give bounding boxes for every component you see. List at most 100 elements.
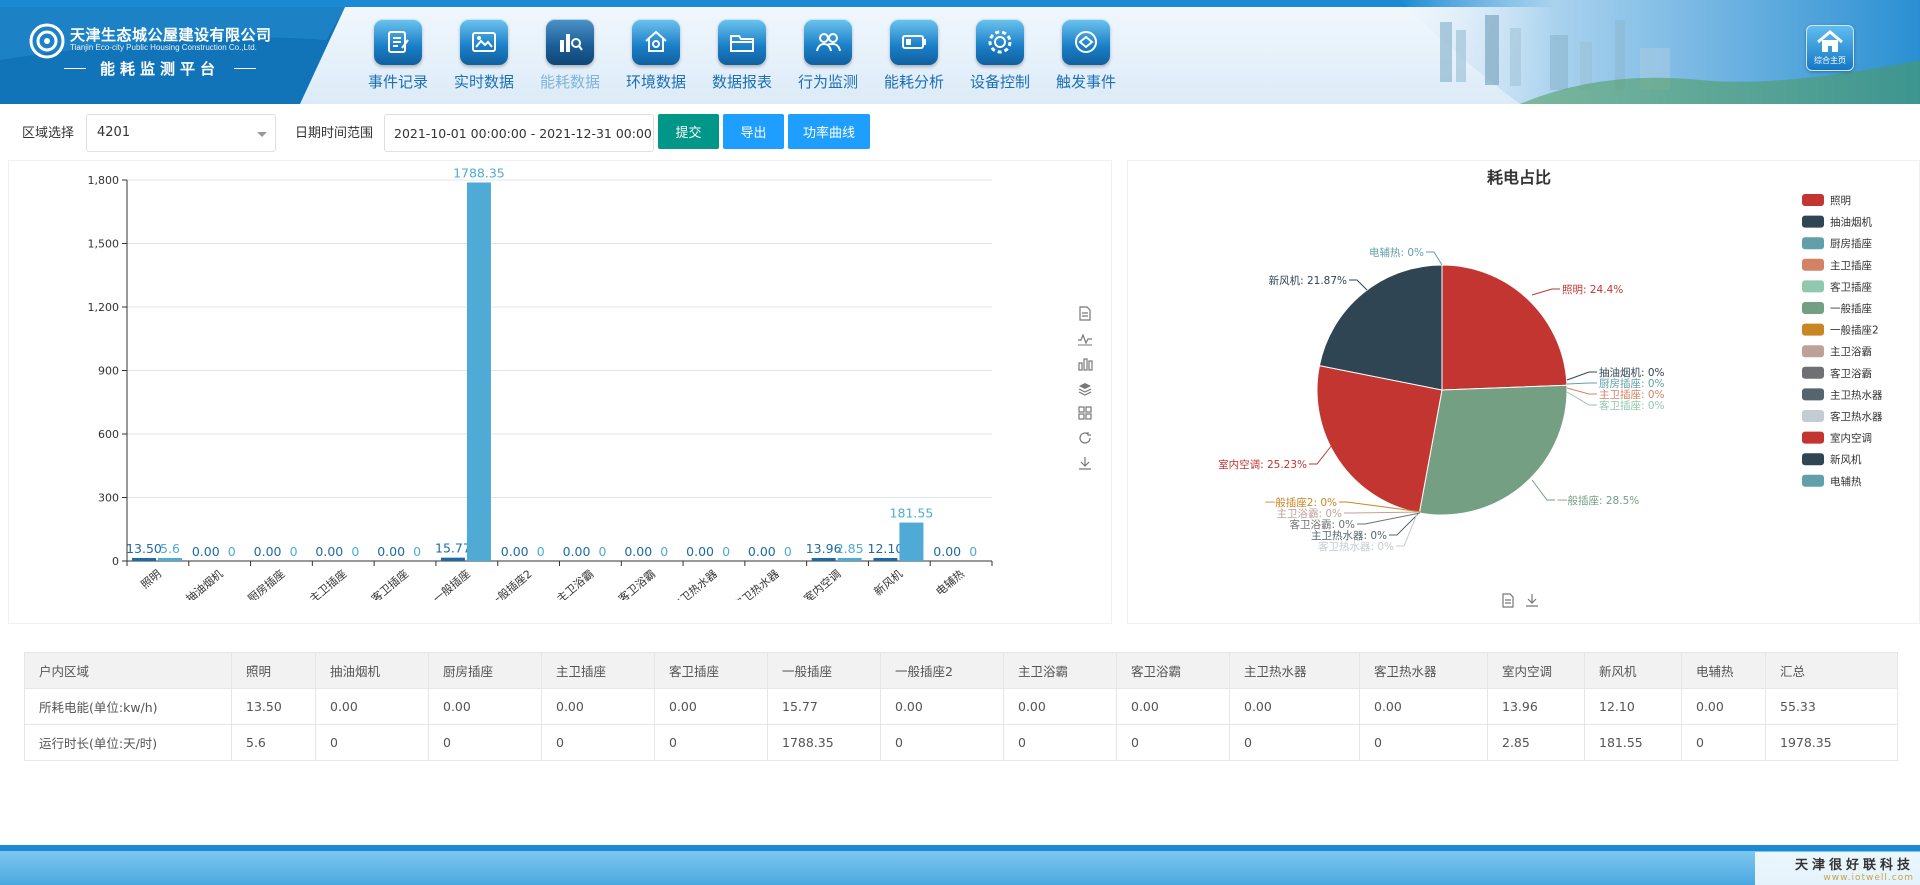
legend-swatch[interactable] <box>1802 302 1824 314</box>
nav-behavior-monitoring[interactable]: 行为监测 <box>785 19 871 95</box>
y-tick-label: 0 <box>112 555 119 568</box>
bar-value-label: 0.00 <box>563 544 591 559</box>
legend-label[interactable]: 厨房插座 <box>1830 237 1872 250</box>
legend-swatch[interactable] <box>1802 410 1824 422</box>
filter-bar: 区域选择 4201 日期时间范围 2021-10-01 00:00:00 - 2… <box>0 104 1920 160</box>
tiled-icon[interactable] <box>1077 406 1093 421</box>
legend-swatch[interactable] <box>1802 388 1824 401</box>
legend-label[interactable]: 客卫插座 <box>1830 280 1872 293</box>
legend-label[interactable]: 主卫热水器 <box>1830 388 1883 401</box>
table-cell: 0.00 <box>541 688 655 725</box>
legend-label[interactable]: 客卫浴霸 <box>1830 367 1872 380</box>
nav-environment-data[interactable]: 环境数据 <box>613 19 699 95</box>
pie-slice-label: 客卫浴霸: 0% <box>1289 518 1355 531</box>
table-cell: 0.00 <box>1003 688 1117 725</box>
line-chart-icon[interactable] <box>1077 331 1093 346</box>
legend-swatch[interactable] <box>1802 366 1824 379</box>
legend-label[interactable]: 主卫插座 <box>1830 259 1872 272</box>
nav-label: 行为监测 <box>797 73 858 91</box>
legend-swatch[interactable] <box>1802 194 1824 206</box>
legend-label[interactable]: 一般插座 <box>1830 302 1872 315</box>
legend-label[interactable]: 照明 <box>1830 195 1851 207</box>
nav-data-reports[interactable]: 数据报表 <box>699 19 785 95</box>
x-tick-label: 客卫插座 <box>368 567 411 600</box>
submit-button[interactable]: 提交 <box>658 114 719 149</box>
nav-label: 环境数据 <box>625 73 686 91</box>
platform-name: 能耗监测平台 <box>64 58 256 79</box>
bar-value-label: 5.6 <box>160 541 180 556</box>
legend-label[interactable]: 室内空调 <box>1830 432 1872 445</box>
legend-label[interactable]: 新风机 <box>1830 453 1862 466</box>
legend-swatch[interactable] <box>1802 237 1824 250</box>
x-tick-label: 主卫插座 <box>306 567 349 600</box>
legend-label[interactable]: 电辅热 <box>1830 475 1862 488</box>
bar[interactable] <box>440 557 465 561</box>
legend-swatch[interactable] <box>1802 345 1824 358</box>
bar[interactable] <box>837 558 862 561</box>
legend-label[interactable]: 主卫浴霸 <box>1830 346 1872 358</box>
nav-realtime-data[interactable]: 实时数据 <box>441 19 527 95</box>
y-tick-label: 600 <box>98 428 119 441</box>
pie-slice[interactable] <box>1318 264 1443 391</box>
bar-value-label: 0 <box>722 544 730 559</box>
bar-value-label: 0.00 <box>377 544 405 559</box>
pie-slice[interactable] <box>1418 384 1568 516</box>
region-select[interactable]: 4201 <box>86 114 276 152</box>
legend-swatch[interactable] <box>1802 258 1824 271</box>
bar[interactable] <box>811 558 836 561</box>
power-curve-button[interactable]: 功率曲线 <box>788 114 870 149</box>
bar[interactable] <box>873 558 898 561</box>
bar[interactable] <box>158 558 182 561</box>
bar[interactable] <box>899 522 924 561</box>
legend-swatch[interactable] <box>1802 474 1824 487</box>
house-icon <box>632 19 680 65</box>
bar-value-label: 0 <box>537 544 545 559</box>
trigger-icon <box>1062 19 1110 65</box>
pie-slice[interactable] <box>1316 364 1443 514</box>
pie-label-line <box>1566 371 1597 381</box>
date-range-input[interactable]: 2021-10-01 00:00:00 - 2021-12-31 00:00:0… <box>384 114 654 152</box>
region-label: 区域选择 <box>22 126 75 141</box>
home-label: 综合主页 <box>1814 56 1846 65</box>
table-cell: 5.6 <box>231 724 316 761</box>
pie-slice-label: 客卫热水器: 0% <box>1318 540 1394 553</box>
download-icon[interactable] <box>1077 456 1093 471</box>
pie-slice[interactable] <box>1441 264 1568 391</box>
export-button[interactable]: 导出 <box>723 114 784 149</box>
nav-trigger-events[interactable]: 触发事件 <box>1043 19 1129 95</box>
nav-energy-analysis[interactable]: 能耗分析 <box>871 19 957 95</box>
legend-label[interactable]: 客卫热水器 <box>1830 410 1883 423</box>
table-cell: 0.00 <box>428 688 542 725</box>
nav-label: 设备控制 <box>969 73 1030 91</box>
nav-event-records[interactable]: 事件记录 <box>355 19 441 95</box>
legend-swatch[interactable] <box>1802 215 1824 228</box>
legend-swatch[interactable] <box>1802 280 1824 293</box>
nav-label: 数据报表 <box>711 73 772 91</box>
legend-swatch[interactable] <box>1802 323 1824 336</box>
home-button[interactable]: 综合主页 <box>1806 25 1854 71</box>
table-cell: 0.00 <box>1681 688 1766 725</box>
table-header-cell: 客卫插座 <box>654 652 768 689</box>
legend-swatch[interactable] <box>1802 431 1824 444</box>
region-select-value: 4201 <box>97 125 131 140</box>
nav-energy-data[interactable]: 能耗数据 <box>527 19 613 95</box>
nav-device-control[interactable]: 设备控制 <box>957 19 1043 95</box>
x-tick-label: 室内空调 <box>801 567 844 600</box>
stack-icon[interactable] <box>1077 381 1093 396</box>
pie-slice-label: 厨房插座: 0% <box>1599 377 1665 390</box>
restore-icon[interactable] <box>1077 431 1093 446</box>
legend-swatch[interactable] <box>1802 453 1824 466</box>
download-icon[interactable] <box>1524 593 1540 612</box>
legend-label[interactable]: 抽油烟机 <box>1830 216 1872 229</box>
bar[interactable] <box>466 182 491 561</box>
data-view-icon[interactable] <box>1077 306 1093 321</box>
data-view-icon[interactable] <box>1500 593 1516 612</box>
bar[interactable] <box>132 558 156 561</box>
legend-label[interactable]: 一般插座2 <box>1830 324 1879 337</box>
table-cell: 运行时长(单位:天/时) <box>24 724 232 761</box>
bar-value-label: 0.00 <box>748 544 776 559</box>
logo-area: 天津生态城公屋建设有限公司 Tianjin Eco-city Public Ho… <box>0 0 345 104</box>
table-header-cell: 抽油烟机 <box>315 652 429 689</box>
bar-chart-icon[interactable] <box>1077 356 1093 371</box>
table-cell: 55.33 <box>1765 688 1898 725</box>
